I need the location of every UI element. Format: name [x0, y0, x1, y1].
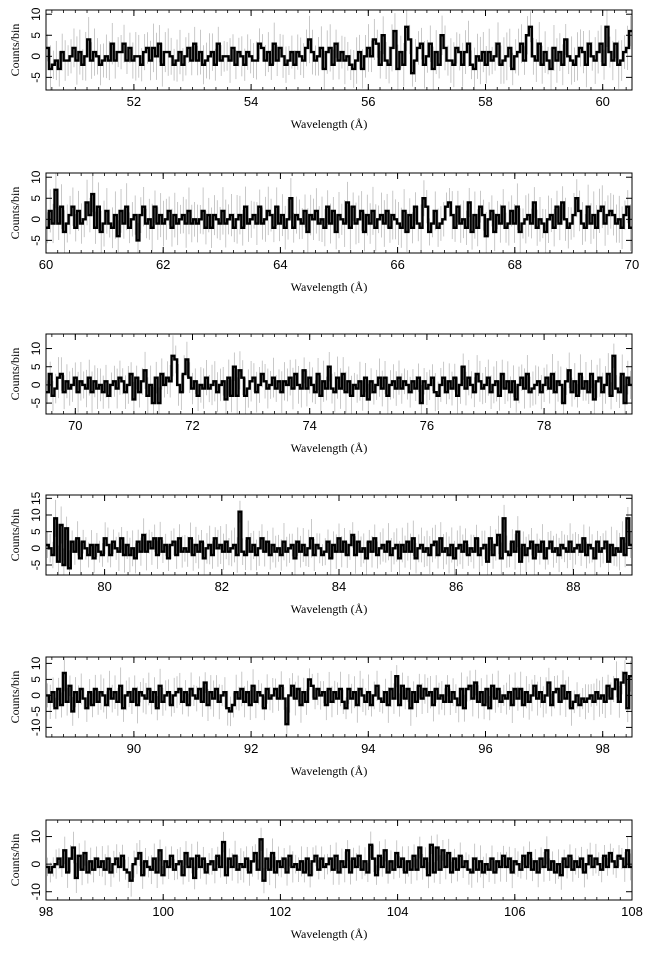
x-tick-label: 64 — [273, 257, 287, 272]
x-tick-label: 74 — [302, 418, 316, 433]
x-tick-label: 98 — [595, 741, 609, 756]
data-layer — [46, 173, 632, 253]
x-axis-title: Wavelength (Å) — [291, 602, 368, 616]
y-tick-label: 0 — [29, 216, 43, 223]
x-axis-title: Wavelength (Å) — [291, 280, 368, 294]
panel-3: 70 72 74 76 78 -5 0 5 10 Wavelength (Å) Counts/bin — [8, 333, 633, 455]
y-tick-label: -10 — [29, 883, 43, 901]
plot-frame — [45, 656, 633, 738]
x-tick-label: 70 — [68, 418, 82, 433]
x-tick-label: 82 — [215, 579, 229, 594]
plot-frame — [45, 333, 633, 415]
data-layer — [46, 827, 632, 897]
x-tick-label: 68 — [508, 257, 522, 272]
x-tick-label: 98 — [39, 904, 53, 919]
y-tick-label: 10 — [29, 342, 43, 356]
y-tick-label: 5 — [29, 528, 43, 535]
x-tick-label: 92 — [244, 741, 258, 756]
x-tick-label: 80 — [97, 579, 111, 594]
x-axis-title: Wavelength (Å) — [291, 764, 368, 778]
panel-4: 80 82 84 86 88 -5 0 5 10 15 Wavelength (Å) Counts/b… — [8, 491, 633, 616]
y-axis-title: Counts/bin — [8, 348, 22, 401]
panel-5: 90 92 94 96 98 -10-5 0 5 10 Wavelength (Å) Counts/… — [8, 656, 633, 778]
y-tick-label: 5 — [29, 363, 43, 370]
y-tick-label: 5 — [29, 195, 43, 202]
series-step-line — [46, 25, 632, 75]
y-tick-label: 10 — [29, 656, 43, 670]
y-tick-label: -5 — [29, 72, 43, 83]
x-tick-label: 106 — [504, 904, 526, 919]
y-tick-label: 10 — [29, 508, 43, 522]
x-tick-label: 94 — [361, 741, 375, 756]
x-tick-label: 52 — [127, 94, 141, 109]
x-tick-label: 62 — [156, 257, 170, 272]
y-tick-label: 10 — [29, 7, 43, 21]
y-axis-title: Counts/bin — [8, 187, 22, 240]
series-step-line — [46, 354, 632, 405]
x-tick-label: 60 — [39, 257, 53, 272]
y-tick-label: 15 — [29, 491, 43, 505]
x-axis-title: Wavelength (Å) — [291, 441, 368, 455]
x-tick-label: 56 — [361, 94, 375, 109]
x-tick-label: 104 — [387, 904, 409, 919]
y-tick-label: 0 — [29, 860, 43, 867]
series-step-line — [46, 510, 632, 570]
y-axis-title: Counts/bin — [8, 671, 22, 724]
y-tick-label: 0 — [29, 545, 43, 552]
y-tick-label: 0 — [29, 381, 43, 388]
y-tick-label: 0 — [29, 692, 43, 699]
x-tick-label: 72 — [185, 418, 199, 433]
y-axis-title: Counts/bin — [8, 509, 22, 562]
x-tick-label: 88 — [566, 579, 580, 594]
x-tick-label: 90 — [127, 741, 141, 756]
x-tick-label: 108 — [621, 904, 643, 919]
x-tick-label: 102 — [270, 904, 292, 919]
y-tick-label: -5 — [29, 559, 43, 570]
y-tick-label: 10 — [29, 830, 43, 844]
x-tick-label: 66 — [390, 257, 404, 272]
x-axis-title: Wavelength (Å) — [291, 927, 368, 941]
y-axis-title: Counts/bin — [8, 834, 22, 887]
panel-6: 98 100 102 104 106 108 -10 0 10 Wavelength (Å) Cou… — [8, 819, 643, 941]
panel-2: 60 62 64 66 68 70 -5 0 5 10 Wavelength (Å) Counts/b… — [8, 170, 639, 294]
series-step-line — [46, 671, 632, 726]
y-tick-label: -5 — [29, 397, 43, 408]
y-tick-label: 10 — [29, 170, 43, 184]
series-step-line — [46, 838, 632, 882]
x-tick-label: 76 — [420, 418, 434, 433]
x-tick-label: 60 — [595, 94, 609, 109]
y-tick-label: -10 — [29, 718, 43, 736]
y-tick-label: -5 — [29, 235, 43, 246]
data-layer — [46, 499, 632, 575]
y-axis-title: Counts/bin — [8, 24, 22, 77]
x-tick-label: 84 — [332, 579, 346, 594]
y-tick-label: -5 — [29, 706, 43, 717]
panel-1: 52 54 56 58 60 -5 0 5 10 Wavelength (Å) Counts/bin — [8, 7, 633, 131]
y-tick-label: 5 — [29, 676, 43, 683]
data-layer — [46, 335, 632, 414]
data-layer — [46, 657, 632, 737]
x-tick-label: 54 — [244, 94, 258, 109]
x-tick-label: 70 — [625, 257, 639, 272]
x-axis-title: Wavelength (Å) — [291, 117, 368, 131]
x-tick-label: 96 — [478, 741, 492, 756]
y-tick-label: 0 — [29, 53, 43, 60]
y-tick-label: 5 — [29, 32, 43, 39]
series-step-line — [46, 188, 632, 242]
x-tick-label: 58 — [478, 94, 492, 109]
x-tick-label: 100 — [152, 904, 174, 919]
x-tick-label: 78 — [537, 418, 551, 433]
x-tick-label: 86 — [449, 579, 463, 594]
plot-frame — [45, 9, 633, 91]
data-layer — [46, 10, 632, 90]
